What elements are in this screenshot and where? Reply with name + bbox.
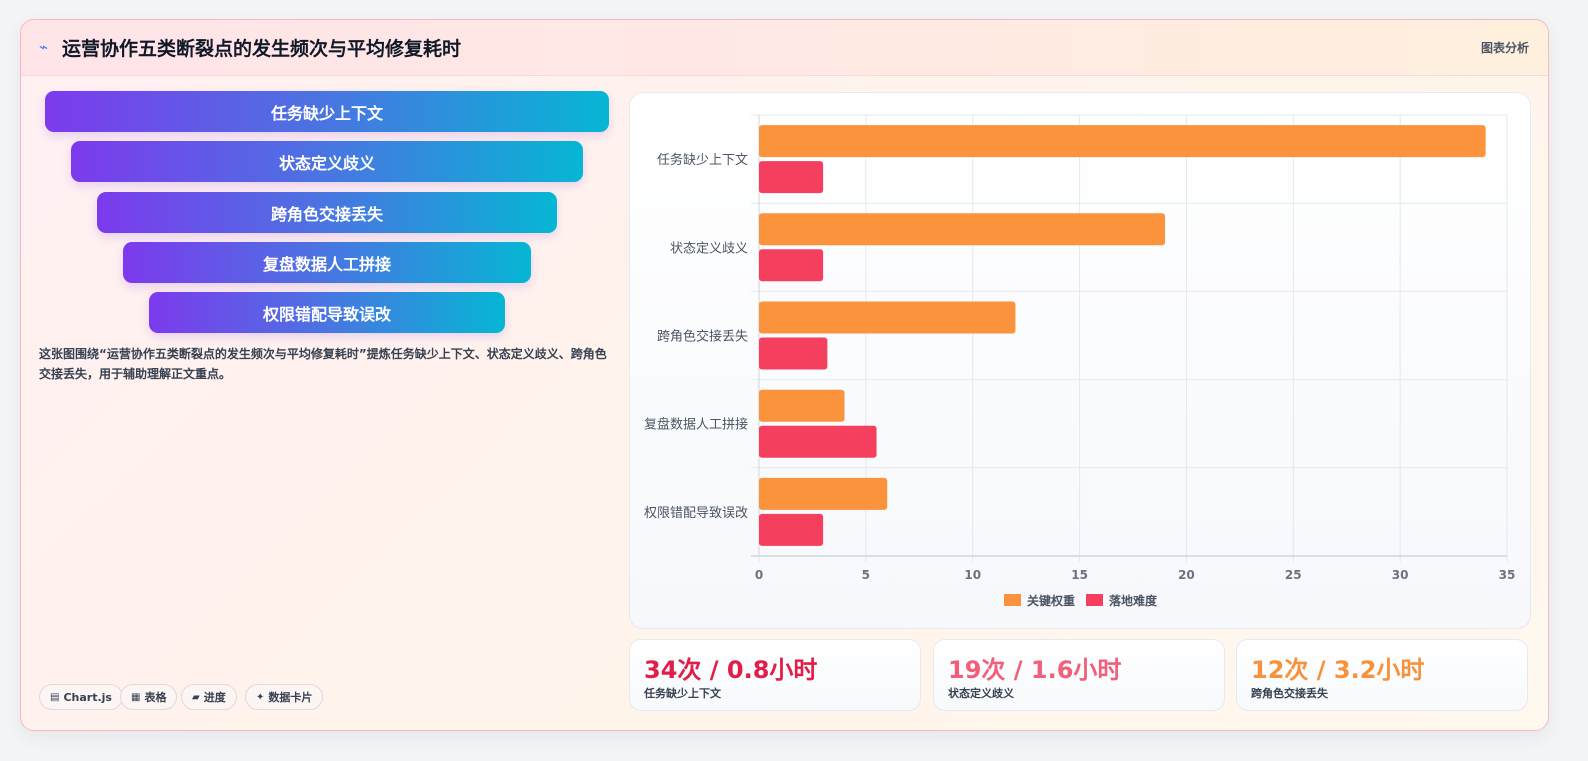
- x-tick-label: 15: [1071, 568, 1088, 582]
- bar-difficulty: [759, 513, 824, 546]
- chart-analysis-tag: 图表分析: [1480, 41, 1529, 55]
- bar-chart-panel: 0 5 10 15 20 25 30 35 任务缺少上下文状态定义歧义跨角色交接丢失复盘数据人工…: [629, 92, 1531, 629]
- legend-swatch: [1086, 594, 1103, 606]
- stat-card: 34次 / 0.8小时 任务缺少上下文: [629, 639, 921, 711]
- chip-label: Chart.js: [63, 690, 112, 704]
- bar-difficulty: [759, 425, 877, 458]
- chip-label: 进度: [203, 691, 226, 704]
- x-tick-label: 25: [1285, 568, 1302, 582]
- stat-value: 12次 / 3.2小时: [1251, 656, 1425, 684]
- chip-label: 数据卡片: [268, 691, 313, 704]
- chart-icon: ▤: [50, 691, 60, 703]
- chip-label: 表格: [144, 691, 167, 704]
- chip-progress[interactable]: ▰ 进度: [181, 684, 237, 710]
- funnel-step: 复盘数据人工拼接: [123, 242, 531, 283]
- chart-description: 这张图围绕“运营协作五类断裂点的发生频次与平均修复耗时”提炼任务缺少上下文、状态…: [39, 347, 607, 381]
- funnel-step: 权限错配导致误改: [149, 292, 505, 333]
- bar-key-weight: [759, 213, 1166, 246]
- x-tick-label: 30: [1392, 568, 1409, 582]
- chart-card: ⌁ 运营协作五类断裂点的发生频次与平均修复耗时 图表分析 任务缺少上下文 状态定…: [20, 19, 1549, 731]
- lightning-icon: ⌁: [39, 38, 49, 56]
- chip-table[interactable]: ▦ 表格: [120, 684, 178, 710]
- x-tick-label: 5: [862, 568, 870, 582]
- chip-data-card[interactable]: ✦ 数据卡片: [245, 684, 324, 710]
- bar-difficulty: [759, 249, 824, 282]
- y-tick-label: 状态定义歧义: [670, 241, 748, 256]
- bar-difficulty: [759, 161, 824, 194]
- bar-difficulty: [759, 337, 828, 370]
- table-icon: ▦: [131, 691, 141, 703]
- funnel-step: 状态定义歧义: [71, 141, 583, 182]
- legend-label: 关键权重: [1027, 593, 1075, 608]
- y-tick-label: 跨角色交接丢失: [657, 329, 748, 345]
- x-tick-label: 35: [1499, 568, 1516, 582]
- stat-label: 状态定义歧义: [948, 687, 1014, 700]
- page-title: 运营协作五类断裂点的发生频次与平均修复耗时: [62, 38, 462, 60]
- stat-value: 19次 / 1.6小时: [948, 656, 1122, 684]
- bar-key-weight: [759, 389, 845, 422]
- stat-card: 19次 / 1.6小时 状态定义歧义: [933, 639, 1225, 711]
- funnel-step: 任务缺少上下文: [45, 91, 609, 132]
- stat-label: 任务缺少上下文: [644, 687, 721, 700]
- y-tick-label: 权限错配导致误改: [644, 505, 748, 521]
- legend-swatch: [1004, 594, 1021, 606]
- bar-key-weight: [759, 301, 1016, 334]
- stat-value: 34次 / 0.8小时: [644, 656, 818, 684]
- x-tick-label: 0: [755, 568, 763, 582]
- stat-label: 跨角色交接丢失: [1251, 687, 1328, 700]
- y-tick-label: 任务缺少上下文: [657, 152, 748, 168]
- chip-chartjs[interactable]: ▤ Chart.js: [39, 684, 123, 710]
- funnel-step: 跨角色交接丢失: [97, 192, 557, 233]
- bar-chart: 0 5 10 15 20 25 30 35 任务缺少上下文状态定义歧义跨角色交接丢失复盘数据人工…: [644, 114, 1516, 608]
- card-header: ⌁ 运营协作五类断裂点的发生频次与平均修复耗时 图表分析: [21, 20, 1548, 76]
- sparkle-icon: ✦: [256, 691, 265, 703]
- stat-card: 12次 / 3.2小时 跨角色交接丢失: [1236, 639, 1528, 711]
- progress-icon: ▰: [192, 691, 200, 703]
- legend-label: 落地难度: [1109, 593, 1158, 608]
- x-tick-label: 10: [964, 568, 981, 582]
- bar-key-weight: [759, 477, 888, 510]
- bar-key-weight: [759, 125, 1486, 158]
- x-tick-label: 20: [1178, 568, 1195, 582]
- y-tick-label: 复盘数据人工拼接: [644, 417, 748, 433]
